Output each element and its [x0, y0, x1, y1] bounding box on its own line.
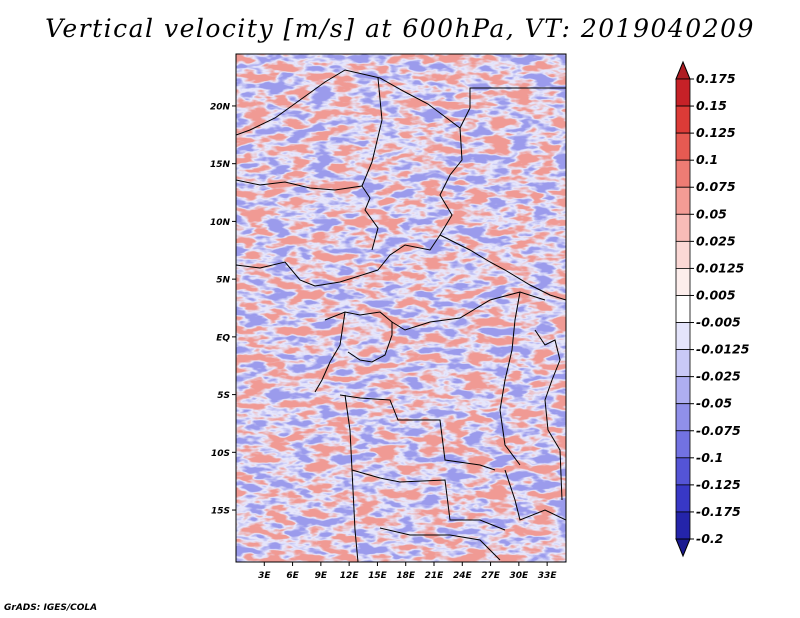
x-tick-label: 24E [453, 571, 473, 581]
colorbar-label: 0.005 [696, 287, 736, 302]
colorbar-label: 0.075 [696, 179, 736, 194]
border-congo-west [314, 311, 346, 393]
y-tick-label: 10S [211, 449, 230, 459]
y-tick-label: 5N [216, 276, 230, 286]
border-car-south [439, 234, 566, 301]
border-gulf [236, 261, 379, 287]
colorbar-swatch [675, 511, 691, 540]
border-north [236, 69, 566, 136]
colorbar-label: 0.05 [696, 206, 727, 221]
colorbar-swatch [675, 213, 691, 242]
border-chad-sudan [377, 127, 463, 271]
grads-credit: GrADS: IGES/COLA [4, 603, 98, 613]
colorbar-label: -0.175 [696, 504, 741, 519]
colorbar-swatch [675, 105, 691, 134]
chart-title: Vertical velocity [m/s] at 600hPa, VT: 2… [45, 14, 755, 43]
y-tick-label: EQ [216, 333, 230, 343]
colorbar-swatch [675, 484, 691, 513]
border-namibia [379, 527, 501, 561]
y-tick-label: 15N [210, 160, 231, 170]
x-tick-label: 27E [481, 571, 501, 581]
colorbar-lower-triangle [675, 538, 691, 558]
colorbar-label: -0.05 [696, 396, 732, 411]
colorbar-swatch [675, 132, 691, 161]
colorbar-label: -0.1 [696, 450, 723, 465]
colorbar-label: -0.0125 [696, 342, 750, 357]
border-rift-west [499, 291, 521, 466]
x-tick-label: 6E [286, 571, 299, 581]
border-angola-south [351, 469, 506, 531]
colorbar-swatch [675, 376, 691, 405]
border-congo-north [324, 291, 546, 331]
y-tick-label: 20N [210, 102, 231, 112]
y-axis: 20N 15N 10N 5N EQ 5S 10S 15S [210, 102, 236, 517]
y-tick-label: 10N [210, 218, 231, 228]
border-niger-chad [361, 77, 383, 251]
colorbar-label: 0.125 [696, 125, 736, 140]
x-tick-label: 15E [368, 571, 388, 581]
x-tick-label: 3E [258, 571, 271, 581]
colorbar-swatch [675, 78, 691, 107]
border-zambia [504, 469, 566, 521]
colorbar-upper-triangle [675, 60, 691, 80]
colorbar-label: 0.15 [696, 98, 727, 113]
colorbar-swatch [675, 430, 691, 459]
x-tick-label: 30E [510, 571, 530, 581]
map-panel [235, 53, 567, 563]
velocity-field [236, 54, 566, 562]
x-tick-label: 12E [340, 571, 360, 581]
x-tick-label: 9E [315, 571, 328, 581]
border-congo-brazzaville [347, 322, 393, 363]
border-angola-north [339, 394, 496, 471]
colorbar-swatch [675, 186, 691, 215]
country-borders [236, 69, 566, 562]
colorbar-label: 0.025 [696, 233, 736, 248]
colorbar-label: 0.0125 [696, 260, 745, 275]
x-tick-label: 18E [396, 571, 416, 581]
y-tick-label: 15S [211, 507, 230, 517]
y-tick-label: 5S [217, 391, 230, 401]
colorbar-swatch [675, 322, 691, 350]
colorbar-swatch [675, 295, 691, 323]
colorbar-label: -0.025 [696, 369, 741, 384]
map-frame [235, 53, 567, 563]
colorbar-label: -0.075 [696, 423, 741, 438]
colorbar-label: 0.1 [696, 152, 718, 167]
colorbar-swatch [675, 159, 691, 188]
colorbar-swatch [675, 457, 691, 486]
colorbar-swatch [675, 403, 691, 432]
x-tick-label: 21E [425, 571, 445, 581]
x-axis: 3E 6E 9E 12E 15E 18E 21E 24E 27E 30E 33E [258, 562, 557, 581]
colorbar-label: -0.2 [696, 531, 723, 546]
colorbar-swatch [675, 268, 691, 296]
colorbar-label: 0.175 [696, 71, 736, 86]
colorbar-swatch [675, 240, 691, 269]
border-sahel [236, 179, 363, 191]
colorbar-swatch [675, 349, 691, 378]
border-east [534, 329, 563, 501]
x-tick-label: 33E [538, 571, 558, 581]
colorbar-label: -0.125 [696, 477, 741, 492]
colorbar: 0.175 0.15 0.125 0.1 0.075 0.05 0.025 0.0125 0.0… [675, 60, 750, 558]
colorbar-label: -0.005 [696, 315, 741, 330]
